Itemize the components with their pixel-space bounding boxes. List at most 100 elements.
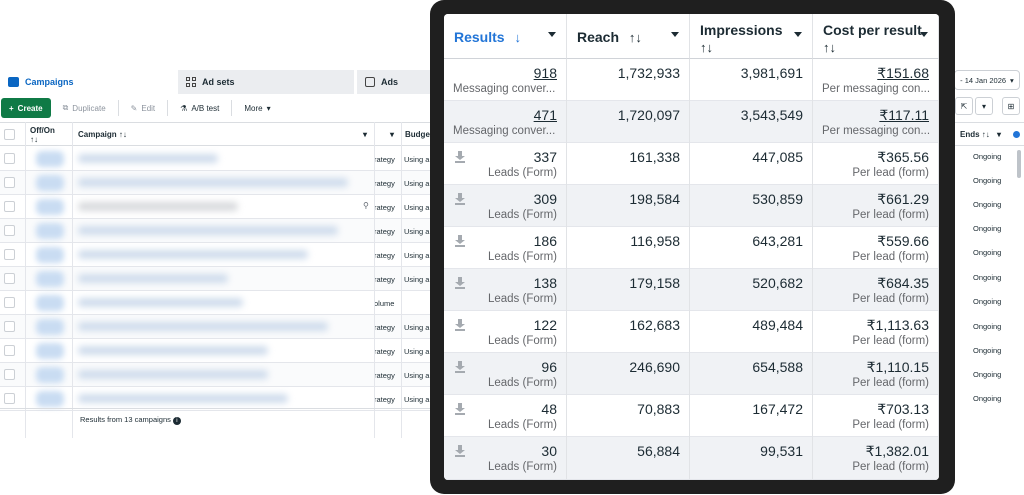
table-row[interactable]: 138 Leads (Form) 179,158 520,682 ₹684.35… xyxy=(444,269,939,311)
column-reach-header[interactable]: Reach ↑↓ xyxy=(567,14,690,59)
table-row[interactable]: 96 Leads (Form) 246,690 654,588 ₹1,110.1… xyxy=(444,353,939,395)
columns-button[interactable]: ⊞ xyxy=(1002,97,1020,115)
blurred-campaign-name xyxy=(78,298,243,307)
blurred-toggle xyxy=(36,247,64,263)
select-all-checkbox[interactable] xyxy=(4,129,15,140)
more-button[interactable]: More ▾ xyxy=(238,98,276,118)
bid-strategy-cell: rategy xyxy=(374,251,395,260)
sort-down-icon: ↓ xyxy=(514,30,521,45)
cost-value[interactable]: ₹117.11 xyxy=(879,107,929,123)
row-checkbox[interactable] xyxy=(4,345,15,356)
table-row[interactable]: rategy Using a xyxy=(0,387,440,411)
cost-type-label: Per lead (form) xyxy=(852,209,929,221)
table-row[interactable]: 122 Leads (Form) 162,683 489,484 ₹1,113.… xyxy=(444,311,939,353)
impressions-value: 447,085 xyxy=(752,149,803,165)
cost-value: ₹1,382.01 xyxy=(865,443,929,459)
cost-value[interactable]: ₹151.68 xyxy=(877,65,929,81)
export-menu-button[interactable]: ▾ xyxy=(975,97,993,115)
tab-campaigns[interactable]: Campaigns xyxy=(0,70,176,94)
bid-strategy-cell: rategy xyxy=(374,203,395,212)
chevron-down-icon: ▾ xyxy=(997,130,1002,139)
impressions-value: 520,682 xyxy=(752,275,803,291)
budget-cell: Using a xyxy=(404,155,430,164)
export-button[interactable]: ⇱ xyxy=(955,97,973,115)
row-checkbox[interactable] xyxy=(4,393,15,404)
table-row[interactable]: rategy Using a xyxy=(0,267,440,291)
flask-icon: ⚗ xyxy=(180,103,188,113)
chevron-down-icon: ▾ xyxy=(981,101,986,111)
chevron-down-icon: ▾ xyxy=(1010,75,1014,85)
column-campaign[interactable]: Campaign ↑↓ xyxy=(78,130,127,139)
tab-ads-label: Ads xyxy=(381,77,399,87)
result-type-label: Leads (Form) xyxy=(487,167,557,179)
row-checkbox[interactable] xyxy=(4,153,15,164)
impressions-cell: 520,682 xyxy=(690,269,813,311)
table-row[interactable]: rategy Using a xyxy=(0,219,440,243)
info-icon[interactable]: i xyxy=(172,417,181,425)
chevron-down-icon[interactable] xyxy=(794,32,802,37)
reach-value: 1,720,097 xyxy=(617,107,680,123)
create-button[interactable]: + Create xyxy=(1,98,51,118)
row-checkbox[interactable] xyxy=(4,201,15,212)
tab-ad-sets[interactable]: Ad sets xyxy=(178,70,354,94)
table-row[interactable]: 48 Leads (Form) 70,883 167,472 ₹703.13 P… xyxy=(444,395,939,437)
blurred-campaign-name xyxy=(78,202,238,211)
bid-strategy-cell: rategy xyxy=(374,323,395,332)
table-row[interactable]: 471 Messaging conver... 1,720,097 3,543,… xyxy=(444,101,939,143)
table-row[interactable]: rategy Using a xyxy=(0,339,440,363)
reach-value: 56,884 xyxy=(637,443,680,459)
settings-dot-icon[interactable] xyxy=(1013,131,1020,138)
date-range-picker[interactable]: - 14 Jan 2026 ▾ xyxy=(954,70,1020,90)
chevron-down-icon[interactable] xyxy=(920,32,928,37)
row-checkbox[interactable] xyxy=(4,297,15,308)
reach-value: 162,683 xyxy=(629,317,680,333)
table-row[interactable]: olume xyxy=(0,291,440,315)
column-budget[interactable]: Budge xyxy=(405,130,430,139)
vertical-scrollbar[interactable] xyxy=(1017,150,1021,178)
cost-type-label: Per lead (form) xyxy=(852,461,929,473)
reach-value: 70,883 xyxy=(637,401,680,417)
download-icon xyxy=(455,277,465,289)
results-value[interactable]: 471 xyxy=(533,107,557,123)
column-impressions-header[interactable]: Impressions ↑↓ xyxy=(690,14,813,59)
tab-campaigns-label: Campaigns xyxy=(25,77,74,87)
table-row[interactable]: 186 Leads (Form) 116,958 643,281 ₹559.66… xyxy=(444,227,939,269)
table-row[interactable]: ⚲ rategy Using a xyxy=(0,195,440,219)
column-cost-per-result-header[interactable]: Cost per result ↑↓ xyxy=(813,14,939,59)
blurred-toggle xyxy=(36,391,64,407)
create-label: Create xyxy=(17,103,43,113)
table-row[interactable]: rategy Using a xyxy=(0,315,440,339)
table-row[interactable]: 337 Leads (Form) 161,338 447,085 ₹365.56… xyxy=(444,143,939,185)
table-row[interactable]: rategy Using a xyxy=(0,243,440,267)
table-row[interactable]: 918 Messaging conver... 1,732,933 3,981,… xyxy=(444,59,939,101)
table-row[interactable]: 30 Leads (Form) 56,884 99,531 ₹1,382.01 … xyxy=(444,437,939,480)
bid-strategy-cell: rategy xyxy=(374,227,395,236)
row-checkbox[interactable] xyxy=(4,369,15,380)
chevron-down-icon[interactable] xyxy=(548,32,556,37)
row-checkbox[interactable] xyxy=(4,249,15,260)
row-checkbox[interactable] xyxy=(4,177,15,188)
row-checkbox[interactable] xyxy=(4,225,15,236)
result-type-label: Leads (Form) xyxy=(487,335,557,347)
column-off-on[interactable]: Off/On ↑↓ xyxy=(30,126,55,144)
row-checkbox[interactable] xyxy=(4,273,15,284)
zoomed-metrics-table: Results ↓ Reach ↑↓ Impressions ↑↓ Cost p… xyxy=(444,14,939,480)
column-ends-header[interactable]: Ends ↑↓ ▾ xyxy=(955,122,1024,146)
budget-cell: Using a xyxy=(404,323,430,332)
edit-button[interactable]: ✎ Edit xyxy=(125,98,162,118)
duplicate-button[interactable]: ⧉ Duplicate xyxy=(57,98,112,118)
table-row[interactable]: rategy Using a xyxy=(0,171,440,195)
ab-test-button[interactable]: ⚗ A/B test xyxy=(174,98,225,118)
table-row[interactable]: 309 Leads (Form) 198,584 530,859 ₹661.29… xyxy=(444,185,939,227)
row-checkbox[interactable] xyxy=(4,321,15,332)
results-value[interactable]: 918 xyxy=(533,65,557,81)
column-menu-caret[interactable]: ▾ xyxy=(390,130,395,139)
table-row[interactable]: rategy Using a xyxy=(0,363,440,387)
blurred-campaign-name xyxy=(78,226,338,235)
chevron-down-icon[interactable] xyxy=(671,32,679,37)
impressions-cell: 654,588 xyxy=(690,353,813,395)
cost-cell: ₹1,110.15 Per lead (form) xyxy=(813,353,939,395)
table-row[interactable]: rategy Using a xyxy=(0,147,440,171)
column-results-header[interactable]: Results ↓ xyxy=(444,14,567,59)
column-menu-caret[interactable]: ▾ xyxy=(363,130,368,139)
